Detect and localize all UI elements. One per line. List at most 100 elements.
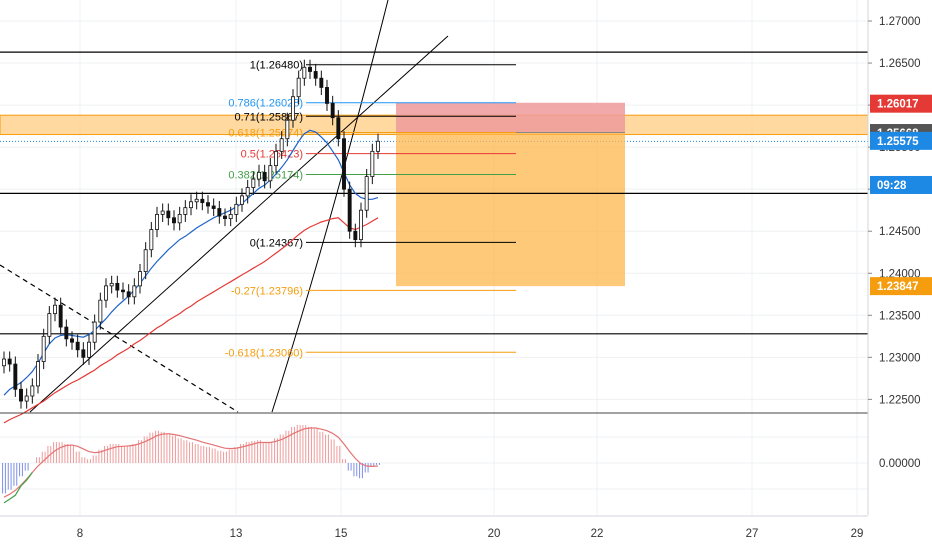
candle-body: [285, 119, 290, 140]
oscillator-pane: [0, 412, 868, 504]
candle-body: [251, 178, 256, 188]
candle-body: [240, 195, 244, 205]
candle-body: [81, 349, 86, 358]
price-tick-label: 1.27000: [879, 16, 921, 28]
price-badge: [870, 175, 932, 194]
candle-body: [7, 358, 12, 365]
candle-body: [160, 210, 165, 215]
horizontal-lines: [0, 51, 868, 335]
candle-body: [126, 291, 131, 298]
ema-slow-line: [3, 217, 379, 424]
price-axis-background: [868, 0, 932, 550]
candle-body: [24, 395, 29, 402]
candle-body: [262, 171, 267, 182]
price-badge: [870, 277, 932, 296]
candle-body: [206, 202, 210, 207]
candle-body: [53, 304, 57, 315]
candle-body: [143, 249, 148, 272]
candle-body: [36, 361, 40, 387]
candle-body: [217, 208, 222, 217]
price-tick-label: 1.23000: [879, 352, 921, 364]
candle-body: [274, 150, 278, 167]
time-axis-background: [0, 516, 932, 550]
price-tick-label: 1.22500: [879, 394, 921, 406]
time-tick-label: 22: [591, 528, 604, 540]
candle-body: [302, 66, 307, 79]
fib-level-label: 0.786(1.26028): [228, 98, 303, 110]
candle-body: [2, 358, 6, 367]
candle-body: [359, 209, 363, 241]
candle-body: [223, 215, 227, 220]
candle-body: [177, 214, 182, 224]
candle-body: [336, 117, 341, 140]
candle-body: [30, 385, 35, 397]
time-tick-label: 8: [77, 528, 83, 540]
candle-body: [121, 289, 125, 293]
candle-body: [245, 187, 250, 197]
trend-line-dashed: [0, 264, 239, 413]
candle-body: [98, 299, 103, 323]
candle-body: [155, 214, 159, 230]
time-tick-label: 29: [851, 528, 864, 540]
candle-body: [58, 304, 63, 328]
candle-body: [75, 341, 80, 351]
price-badge: [870, 94, 932, 113]
time-tick-label: 27: [746, 528, 759, 540]
candle-body: [115, 282, 120, 291]
take-profit-zone: [396, 132, 625, 287]
candle-body: [313, 71, 318, 79]
candle-body: [41, 335, 46, 362]
time-tick-label: 15: [335, 528, 348, 540]
candle-body: [342, 138, 346, 190]
candle-body: [370, 150, 375, 177]
candle-body: [183, 207, 188, 215]
time-axis: 8 13 15 20 22 27 29: [0, 515, 932, 550]
fib-level-label: -0.27(1.23796): [231, 285, 303, 297]
candle-body: [104, 285, 108, 301]
candle-body: [364, 176, 369, 211]
price-tick-label: 1.26500: [879, 58, 921, 70]
candle-body: [92, 321, 97, 343]
oscillator-lower-line: [3, 472, 33, 504]
candle-body: [166, 210, 171, 219]
candle-body: [211, 205, 216, 209]
candle-body: [347, 188, 352, 232]
time-tick-label: 13: [230, 528, 243, 540]
candle-body: [279, 138, 284, 152]
price-badge-label: 09:28: [877, 180, 907, 192]
price-badge-label: 1.23847: [877, 281, 919, 293]
oscillator-tick-label: 0.00000: [879, 458, 921, 470]
candle-body: [87, 341, 91, 358]
candle-body: [194, 198, 199, 203]
candle-body: [70, 338, 74, 343]
fib-level-label: 0(1.24367): [250, 237, 303, 249]
trend-line-curved: [271, 0, 389, 413]
price-axis: 1.270001.265001.260001.255001.250001.245…: [867, 0, 932, 550]
candle-body: [257, 171, 261, 180]
candle-body: [291, 96, 295, 121]
candle-body: [296, 77, 301, 98]
stop-loss-zone: [396, 102, 625, 133]
fib-level-label: 0.5(1.25423): [241, 149, 303, 161]
candle-body: [132, 285, 137, 298]
candle-body: [308, 66, 312, 72]
price-badge-label: 1.25575: [877, 136, 919, 148]
price-tick-label: 1.23500: [879, 310, 921, 322]
ema-fast-line: [3, 129, 379, 396]
candle-body: [19, 388, 23, 402]
time-tick-label: 20: [488, 528, 501, 540]
candle-body: [172, 217, 176, 224]
short-position-tool[interactable]: [396, 102, 625, 287]
candle-body: [149, 229, 154, 251]
candle-body: [376, 140, 380, 152]
candle-body: [138, 271, 142, 287]
fib-level-label: 0.618(1.25674): [228, 128, 303, 140]
candle-body: [109, 282, 114, 287]
candle-body: [228, 214, 233, 220]
candle-body: [319, 77, 324, 88]
trend-line-support: [29, 35, 449, 413]
oscillator-signal-line: [3, 427, 379, 498]
candle-body: [268, 165, 273, 182]
